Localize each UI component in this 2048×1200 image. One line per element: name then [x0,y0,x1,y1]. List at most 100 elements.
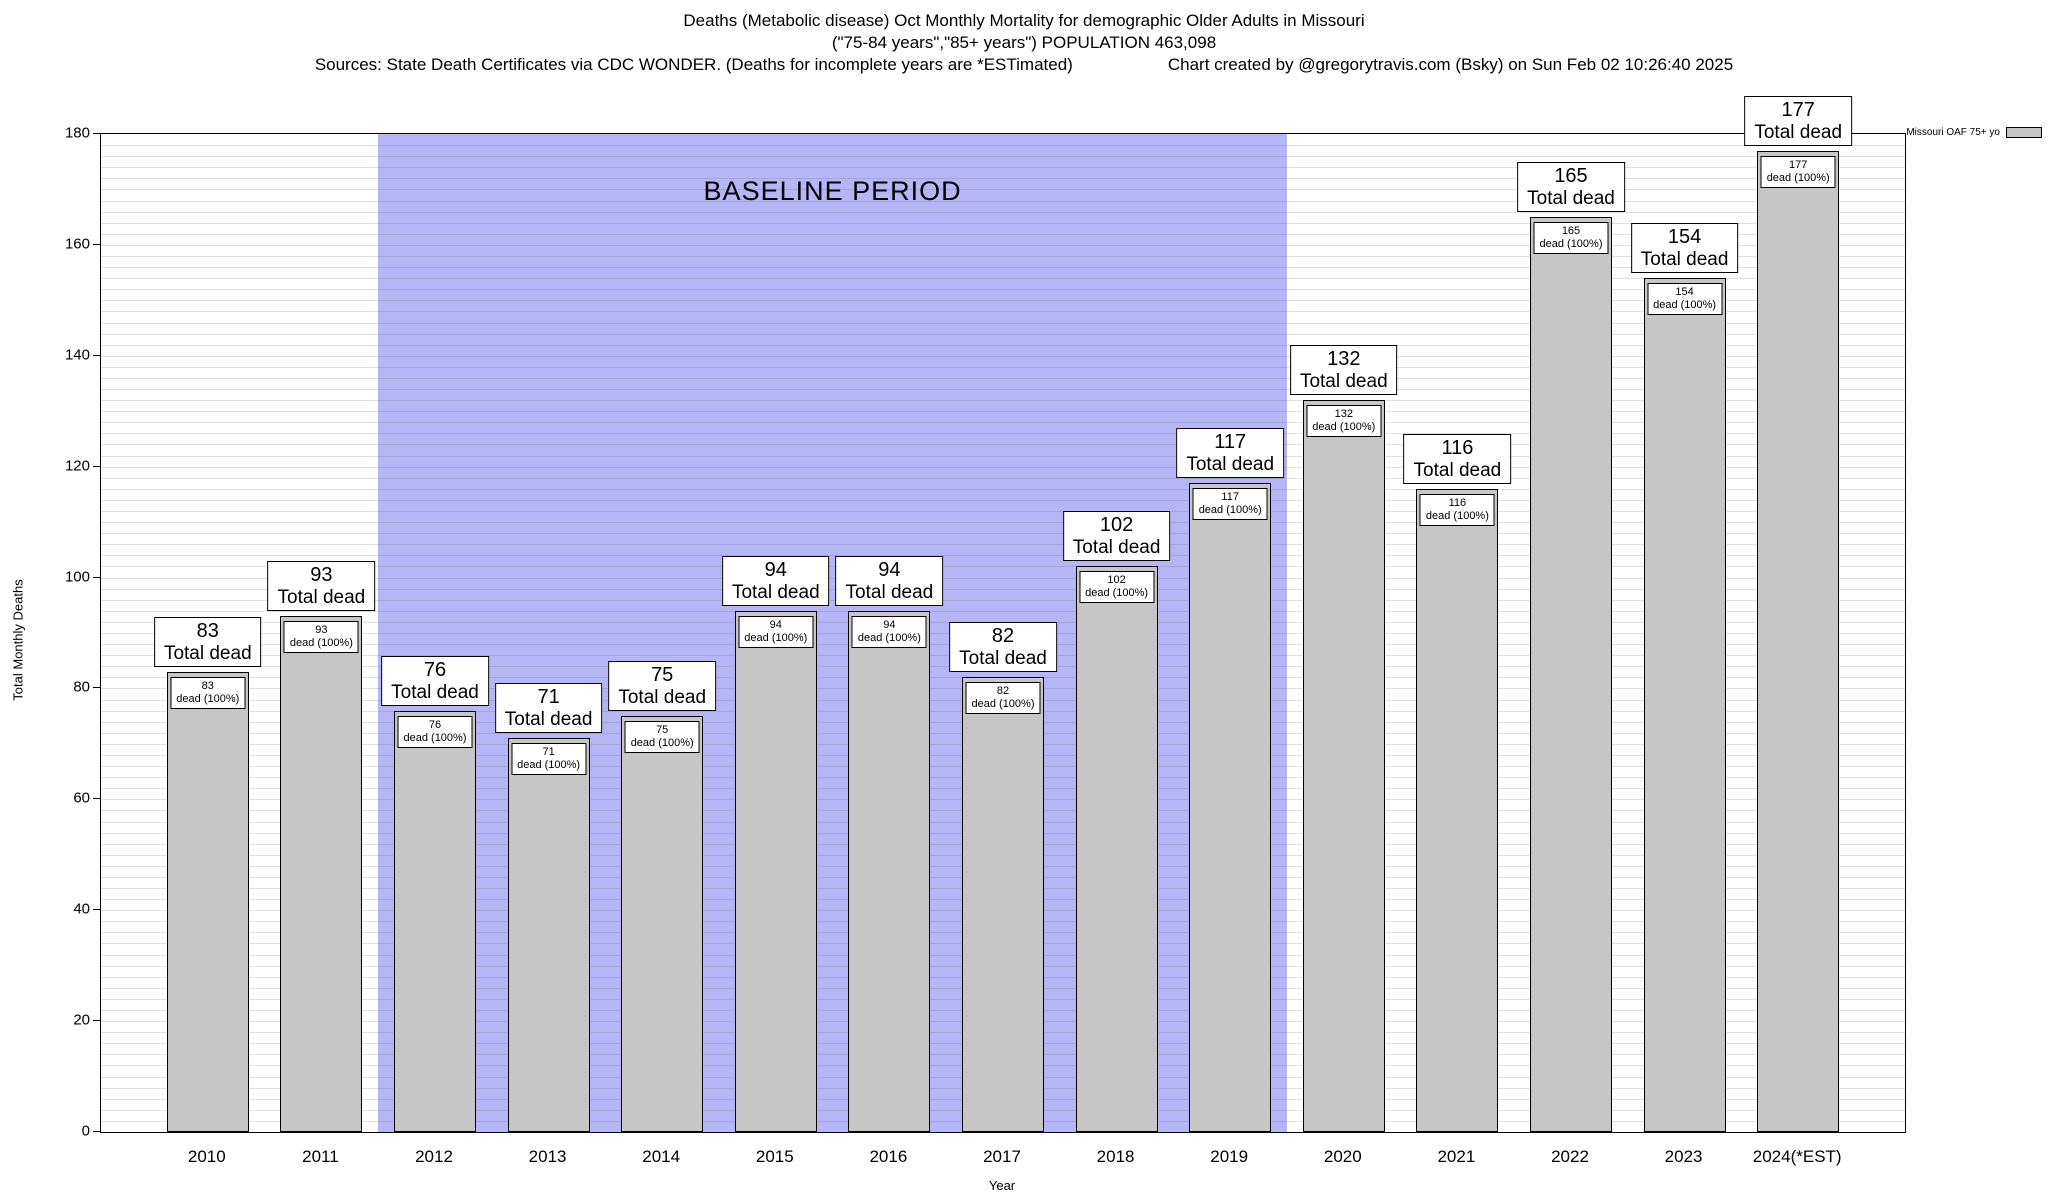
bar-total-label-2023: 154 Total dead [1630,223,1739,274]
bar-total-value: 83 [196,619,219,642]
bar-inner-value: 82 [996,685,1010,698]
y-tick-mark [93,1020,100,1022]
bar-inner-label-2013: 71 dead (100%) [511,743,587,776]
x-tick-2013: 2013 [528,1147,567,1166]
bar-total-value: 102 [1099,514,1134,537]
bar-total-suffix: Total dead [731,581,820,603]
bar-inner-label-2011: 93 dead (100%) [283,621,359,654]
y-tick-mark [93,133,100,134]
bar-2010 [166,671,249,1132]
bar-total-value: 71 [537,686,560,709]
bar-total-label-2015: 94 Total dead [721,555,830,606]
bar-total-label-2024(*EST): 177 Total dead [1744,95,1853,146]
bar-inner-suffix: dead (100%) [1085,587,1149,600]
gridline [101,211,1905,213]
gridline [101,267,1905,269]
bar-total-suffix: Total dead [1527,188,1615,210]
gridline [101,610,1905,612]
bar-total-label-2022: 165 Total dead [1517,162,1625,213]
bar-inner-suffix: dead (100%) [744,631,808,644]
bar-total-suffix: Total dead [1299,371,1388,393]
bar-total-label-2016: 94 Total dead [835,555,944,606]
bar-total-suffix: Total dead [163,642,252,664]
gridline [101,145,1905,147]
bar-inner-value: 102 [1107,574,1126,587]
bar-inner-suffix: dead (100%) [971,698,1035,711]
bar-total-label-2019: 117 Total dead [1176,428,1285,479]
gridline [101,289,1905,291]
y-tick-mark [93,243,100,245]
gridline [101,167,1905,169]
gridline [101,200,1905,202]
bar-total-value: 165 [1554,165,1588,188]
y-tick-mark [93,909,100,911]
y-tick-label-160: 160 [64,235,90,253]
legend-swatch [2006,127,2042,138]
bar-inner-label-2015: 94 dead (100%) [738,615,814,648]
bar-inner-label-2014: 75 dead (100%) [624,721,700,754]
bar-inner-value: 83 [201,679,214,692]
bar-inner-label-2010: 83 dead (100%) [170,676,246,709]
gridline [101,233,1905,235]
gridline [101,355,1905,357]
bar-total-label-2017: 82 Total dead [949,622,1057,673]
y-tick-mark [93,576,100,578]
chart-credit: Chart created by @gregorytravis.com (Bsk… [1167,55,1734,74]
y-tick-mark [93,798,100,800]
bar-inner-value: 154 [1675,286,1694,299]
bar-inner-suffix: dead (100%) [176,692,240,705]
gridline [101,244,1905,246]
gridline [101,156,1905,158]
bar-2023 [1643,278,1726,1132]
bar-total-suffix: Total dead [1754,121,1843,143]
legend: Missouri OAF 75+ yo [1906,127,2042,138]
bar-total-label-2021: 116 Total dead [1403,433,1512,484]
gridline [101,488,1905,490]
bar-2018 [1075,566,1158,1132]
y-tick-label-180: 180 [64,124,90,142]
y-tick-label-80: 80 [73,678,90,696]
bar-inner-label-2016: 94 dead (100%) [851,615,927,648]
gridline [101,377,1905,379]
bar-2012 [394,710,476,1132]
gridline [101,255,1905,257]
bar-total-value: 94 [764,558,787,581]
y-tick-mark [93,354,100,356]
gridline [101,577,1905,579]
bar-total-suffix: Total dead [845,581,934,603]
bar-total-label-2011: 93 Total dead [267,561,376,612]
x-tick-2020: 2020 [1323,1147,1362,1166]
gridline [101,477,1905,479]
x-tick-2014: 2014 [642,1147,681,1166]
bar-inner-value: 117 [1221,491,1239,504]
gridline [101,599,1905,601]
bar-inner-label-2023: 154 dead (100%) [1647,283,1723,316]
gridline [101,533,1905,535]
gridline [101,366,1905,368]
bar-inner-suffix: dead (100%) [1312,421,1376,434]
bar-inner-label-2019: 117 dead (100%) [1192,488,1268,521]
gridline [101,499,1905,501]
bar-inner-suffix: dead (100%) [630,737,694,750]
gridline [101,555,1905,557]
bar-inner-suffix: dead (100%) [1766,171,1830,184]
bar-total-suffix: Total dead [504,709,593,731]
x-tick-2016: 2016 [869,1147,908,1166]
bar-total-suffix: Total dead [1640,249,1729,271]
x-tick-2021: 2021 [1437,1147,1476,1166]
bar-total-suffix: Total dead [1072,537,1161,559]
bar-inner-label-2022: 165 dead (100%) [1533,222,1609,255]
gridline [101,344,1905,346]
bar-inner-value: 71 [542,746,555,759]
bar-inner-label-2020: 132 dead (100%) [1306,405,1382,438]
gridline [101,278,1905,280]
bar-total-value: 75 [651,664,674,687]
x-tick-2024(*EST): 2024(*EST) [1752,1147,1842,1166]
bar-total-value: 154 [1667,226,1702,249]
bar-2016 [848,610,931,1132]
bar-inner-value: 76 [428,718,442,731]
gridline [101,511,1905,513]
bar-total-label-2018: 102 Total dead [1062,511,1171,562]
x-axis-title: Year [988,1178,1016,1193]
y-tick-mark [93,687,100,689]
